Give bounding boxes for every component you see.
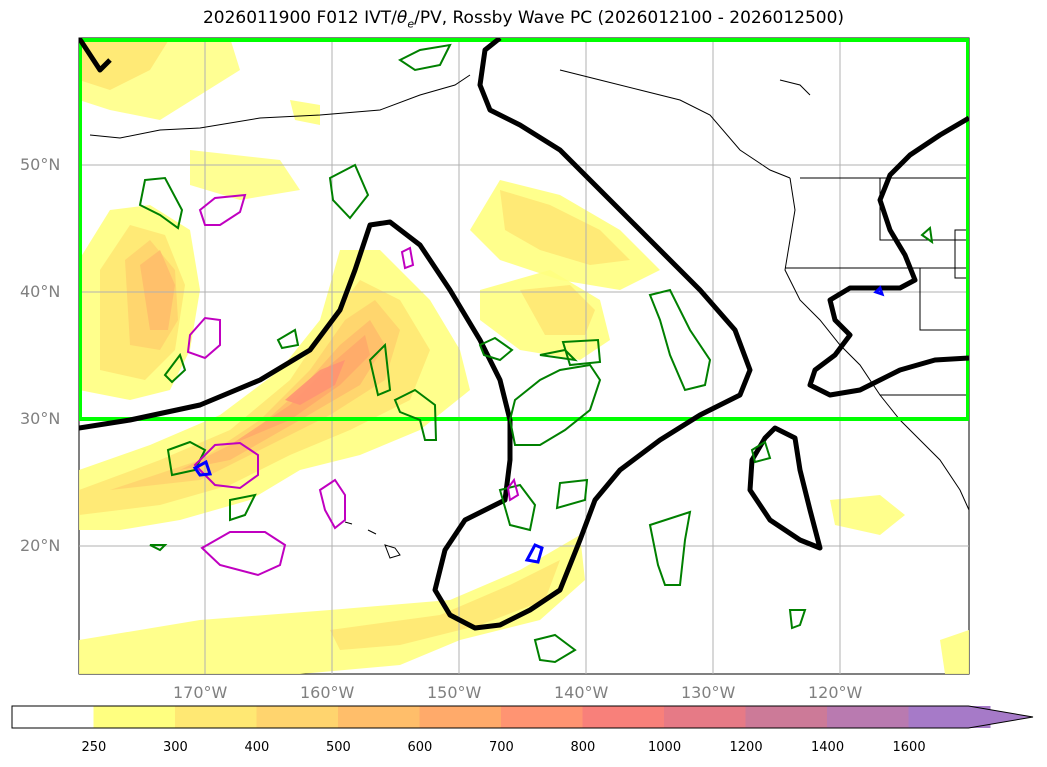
colorbar-segment (582, 706, 665, 728)
colorbar-tick-label: 1400 (811, 740, 845, 755)
pv-positive-contours (186, 193, 520, 577)
coastlines (89, 69, 969, 559)
lon-label-120w: 120°W (808, 683, 863, 702)
colorbar-tick-label: 800 (570, 740, 596, 755)
colorbar-segment (256, 706, 339, 728)
pv-negative-contours (192, 285, 885, 564)
lon-label-140w: 140°W (554, 683, 609, 702)
colorbar-segment (664, 706, 746, 728)
colorbar-outline (11, 705, 1034, 729)
colorbar-segment (175, 706, 257, 728)
colorbar-segment (93, 706, 176, 728)
colorbar-segment (827, 706, 909, 728)
colorbar-tick-label: 300 (163, 740, 188, 755)
colorbar-segment (338, 706, 420, 728)
colorbar-extend-arrow (908, 706, 1033, 728)
colorbar-segment (745, 706, 828, 728)
lon-label-150w: 150°W (427, 683, 482, 702)
lat-label-50n: 50°N (20, 155, 61, 174)
colorbar-tick-label: 500 (326, 740, 351, 755)
lat-label-40n: 40°N (20, 282, 61, 301)
colorbar-segment (501, 706, 583, 728)
colorbar-segment-below (12, 706, 94, 728)
lon-label-160w: 160°W (300, 683, 355, 702)
colorbar-tick-label: 250 (81, 740, 107, 755)
lat-label-30n: 30°N (20, 409, 61, 428)
lat-label-20n: 20°N (20, 536, 61, 555)
colorbar-segment (419, 706, 502, 728)
lon-label-170w: 170°W (173, 683, 228, 702)
colorbar (11, 705, 1034, 729)
rossby-wave-contours (79, 38, 969, 631)
colorbar-tick-label: 700 (489, 740, 514, 755)
colorbar-tick-label: 400 (244, 740, 270, 755)
lon-label-130w: 130°W (681, 683, 736, 702)
theta-e-contours (138, 43, 934, 664)
region-box (79, 38, 969, 421)
colorbar-tick-label: 1200 (729, 740, 763, 755)
colorbar-tick-label: 1000 (648, 740, 682, 755)
map-title: 2026011900 F012 IVT/θe/PV, Rossby Wave P… (202, 8, 845, 31)
colorbar-tick-label: 1600 (892, 740, 926, 755)
colorbar-tick-label: 600 (407, 740, 433, 755)
